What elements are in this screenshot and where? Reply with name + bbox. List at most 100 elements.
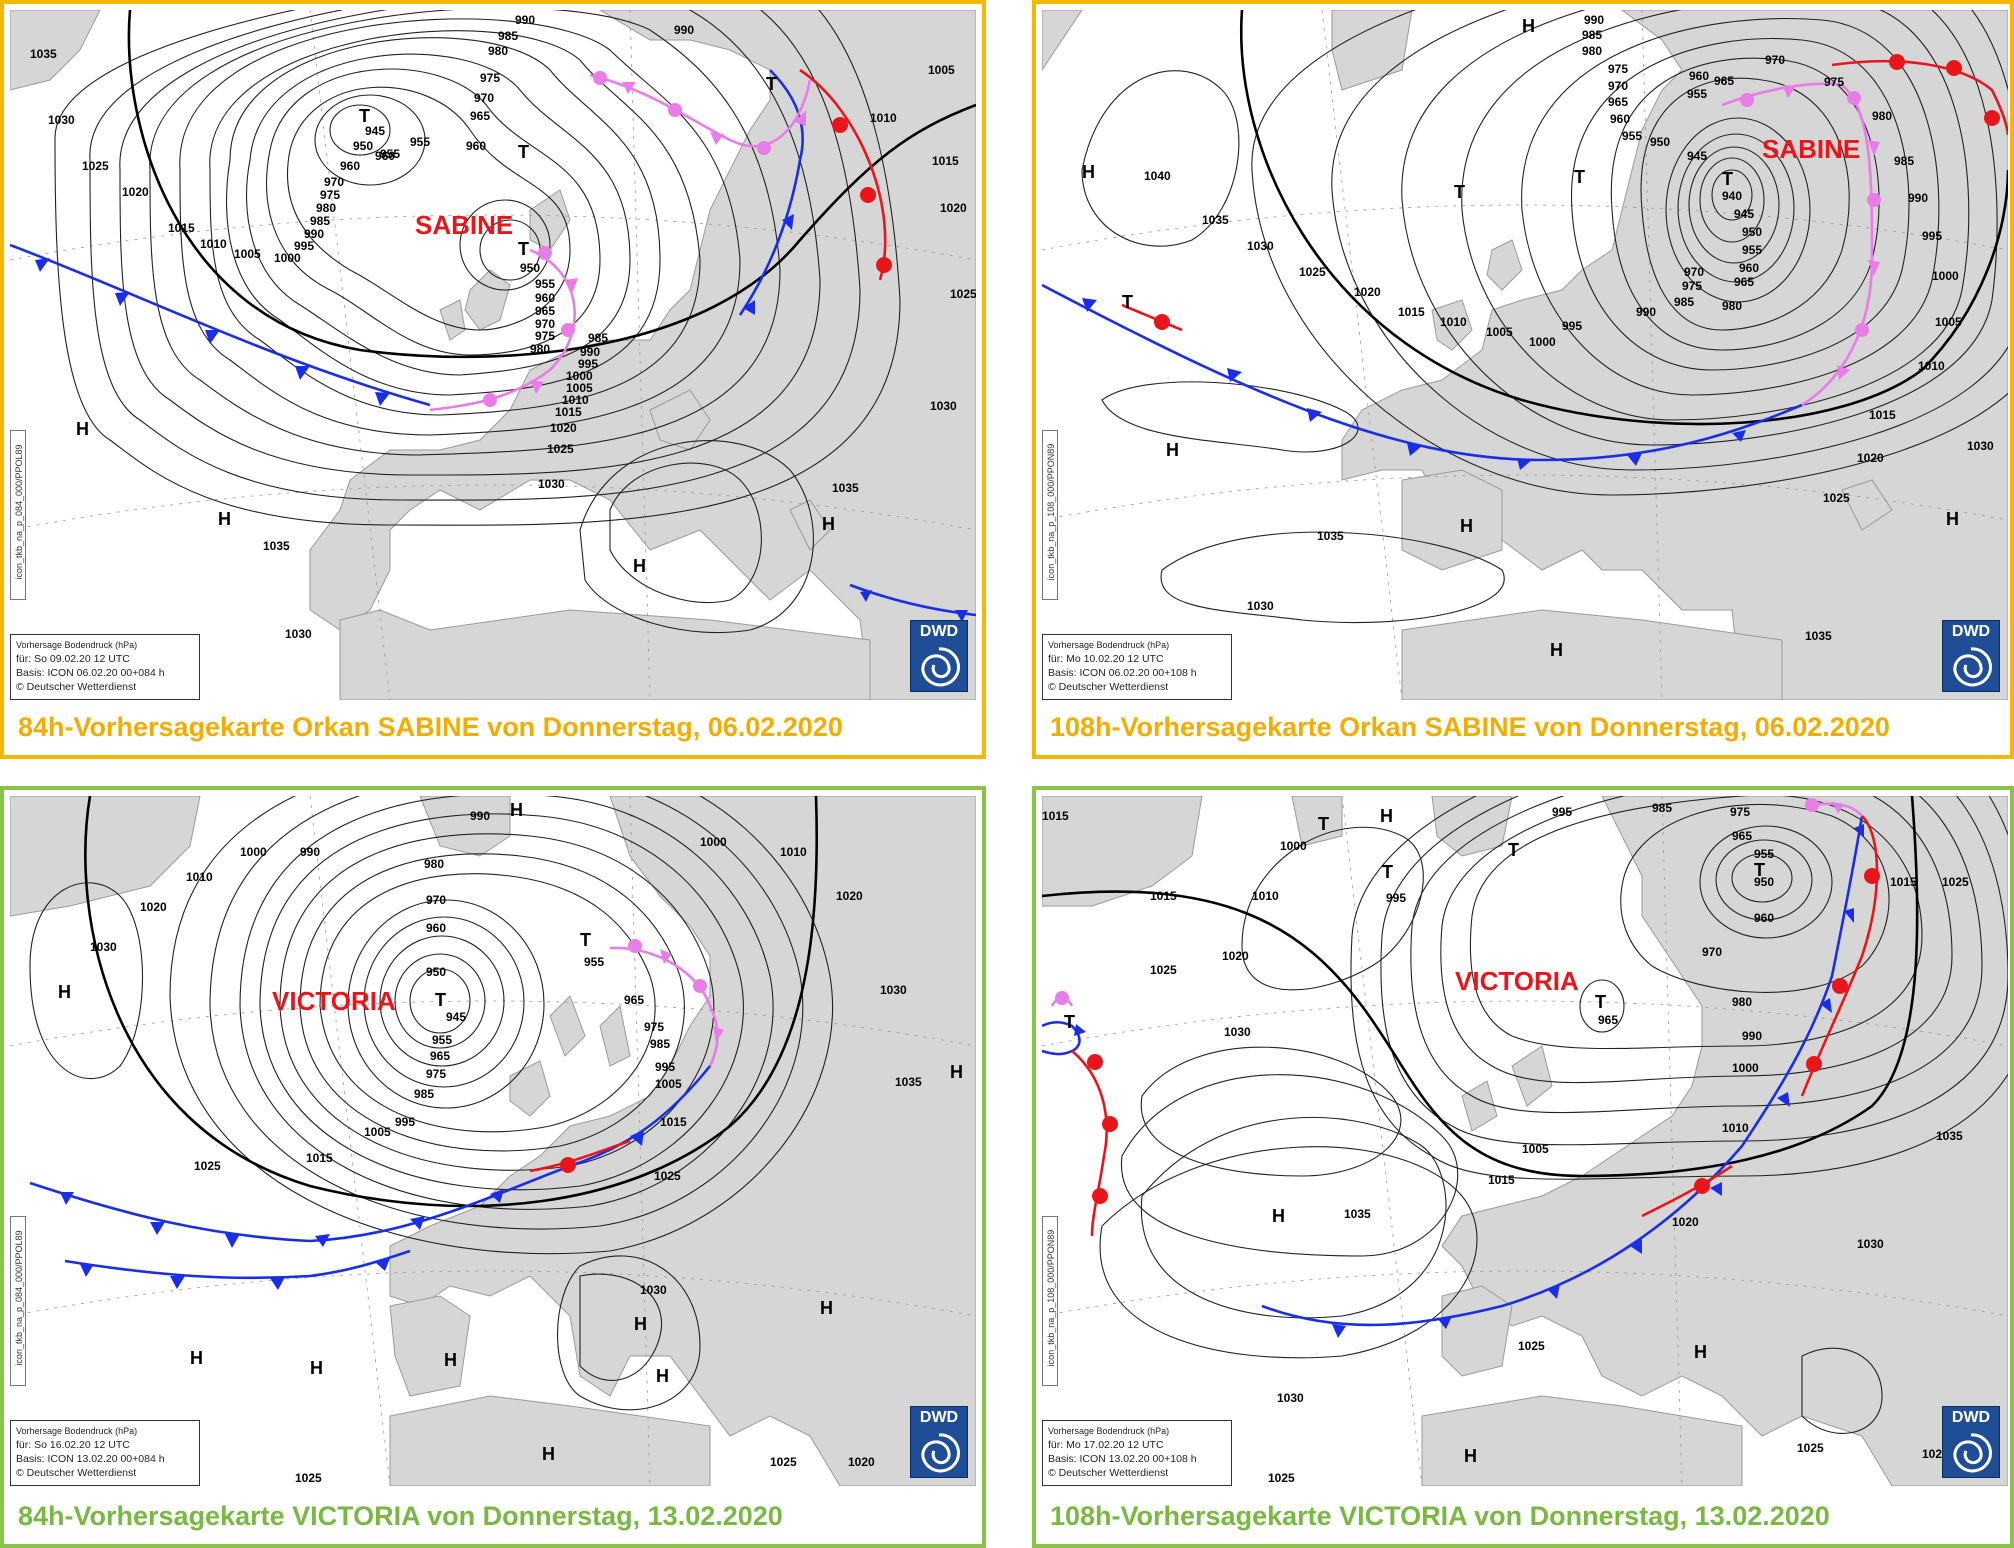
- svg-text:1035: 1035: [895, 1075, 922, 1089]
- svg-text:985: 985: [1652, 801, 1672, 815]
- svg-text:955: 955: [1622, 129, 1642, 143]
- svg-text:1025: 1025: [654, 1169, 681, 1183]
- occluded-symbols: [628, 939, 724, 1042]
- svg-text:970: 970: [1608, 79, 1628, 93]
- product-id-tag: icon_tkb_na_p_108_000/PPON89: [1042, 430, 1058, 600]
- svg-text:950: 950: [1650, 135, 1670, 149]
- svg-text:985: 985: [498, 29, 518, 43]
- storm-name: VICTORIA: [1455, 966, 1579, 996]
- isobar-1015-thick: [84, 796, 819, 1208]
- svg-text:955: 955: [432, 1033, 452, 1047]
- svg-text:1025: 1025: [547, 442, 574, 456]
- svg-text:995: 995: [1552, 805, 1572, 819]
- legend-copyright: © Deutscher Wetterdienst: [1048, 1467, 1169, 1479]
- product-id: icon_tkb_na_p_108_000/PPON89: [1046, 443, 1056, 581]
- svg-text:1020: 1020: [1857, 451, 1884, 465]
- svg-text:1030: 1030: [1857, 1237, 1884, 1251]
- svg-text:H: H: [1272, 1206, 1285, 1226]
- svg-text:975: 975: [1608, 62, 1628, 76]
- legend-basis: Basis: ICON 13.02.20 00+108 h: [1048, 1453, 1197, 1465]
- svg-text:1005: 1005: [1522, 1142, 1549, 1156]
- svg-text:1025: 1025: [1942, 875, 1969, 889]
- svg-text:1030: 1030: [640, 1283, 667, 1297]
- svg-text:940: 940: [1722, 189, 1742, 203]
- svg-text:H: H: [542, 1444, 555, 1464]
- svg-text:965: 965: [1732, 829, 1752, 843]
- svg-text:960: 960: [340, 159, 360, 173]
- svg-text:945: 945: [365, 124, 385, 138]
- warm-front: [1121, 59, 2008, 332]
- product-id: icon_tkb_na_p_084_000/PPOL89: [14, 1230, 24, 1366]
- svg-text:960: 960: [375, 149, 395, 163]
- svg-text:1030: 1030: [1967, 439, 1994, 453]
- legend-title: Vorhersage Bodendruck (hPa): [1048, 640, 1170, 650]
- svg-text:T: T: [1754, 860, 1765, 880]
- map-drawing: 950 955 965 960 975 970 980 990 1000 1010 965…: [1042, 796, 2008, 1486]
- svg-text:1015: 1015: [1890, 875, 1917, 889]
- dwd-logo: DWD: [910, 1406, 968, 1478]
- isobar-labels: 950 955 965 960 975 970 980 990 1000 1010 965…: [1042, 801, 1969, 1485]
- occluded-symbols: [1740, 85, 1881, 380]
- svg-text:980: 980: [530, 342, 550, 356]
- svg-text:H: H: [634, 1314, 647, 1334]
- isobars: [54, 10, 901, 634]
- svg-text:1000: 1000: [1280, 839, 1307, 853]
- svg-text:H: H: [1522, 16, 1535, 36]
- svg-text:960: 960: [466, 139, 486, 153]
- product-id-tag: icon_tkb_na_p_108_000/PPON89: [1042, 1216, 1058, 1386]
- graticule: [1042, 796, 2008, 1486]
- svg-text:990: 990: [1636, 305, 1656, 319]
- isobar-1015-thick: [127, 10, 976, 359]
- legend-valid-time: für: So 16.02.20 12 UTC: [16, 1439, 130, 1451]
- svg-text:H: H: [444, 1350, 457, 1370]
- svg-text:H: H: [633, 556, 646, 576]
- svg-text:1015: 1015: [1869, 408, 1896, 422]
- svg-text:T: T: [766, 74, 777, 94]
- panel-caption: 108h-Vorhersagekarte Orkan SABINE von Do…: [1050, 712, 1890, 742]
- svg-text:H: H: [1946, 509, 1959, 529]
- map-legend: Vorhersage Bodendruck (hPa) für: Mo 10.0…: [1042, 634, 1232, 700]
- warm-front: [529, 1139, 631, 1173]
- svg-text:960: 960: [1610, 112, 1630, 126]
- svg-text:995: 995: [1562, 319, 1582, 333]
- warm-front-bumps: [1154, 54, 2000, 330]
- svg-text:990: 990: [300, 845, 320, 859]
- svg-text:1025: 1025: [82, 159, 109, 173]
- svg-text:1010: 1010: [780, 845, 807, 859]
- pressure-map: 945 950 955 960 960 970 975 980 985 990 995 10…: [10, 10, 976, 700]
- occluded-symbols: [1055, 798, 1844, 1005]
- svg-text:970: 970: [535, 317, 555, 331]
- svg-text:950: 950: [426, 965, 446, 979]
- map-legend: Vorhersage Bodendruck (hPa) für: So 09.0…: [10, 634, 200, 700]
- svg-text:955: 955: [535, 277, 555, 291]
- panel-caption: 84h-Vorhersagekarte Orkan SABINE von Don…: [18, 712, 843, 742]
- svg-text:H: H: [822, 514, 835, 534]
- svg-text:1025: 1025: [770, 1455, 797, 1469]
- svg-text:T: T: [1574, 167, 1585, 187]
- svg-text:985: 985: [588, 331, 608, 345]
- graticule: [1042, 10, 2008, 700]
- product-id: icon_tkb_na_p_108_000/PPON89: [1046, 1229, 1056, 1367]
- forecast-panel-sabine-84h: 945 950 955 960 960 970 975 980 985 990 995 10…: [0, 0, 986, 759]
- isobars: [29, 796, 834, 1411]
- svg-text:T: T: [1382, 862, 1393, 882]
- svg-text:H: H: [820, 1298, 833, 1318]
- forecast-panel-sabine-108h: 940 945 950 955 960 965 970 975 980 985 990 99…: [1032, 0, 2014, 759]
- product-id: icon_tkb_na_p_084_000/PPOL89: [14, 444, 24, 580]
- svg-text:990: 990: [580, 345, 600, 359]
- svg-text:1015: 1015: [306, 1151, 333, 1165]
- svg-text:T: T: [1508, 840, 1519, 860]
- svg-text:1005: 1005: [655, 1077, 682, 1091]
- svg-text:1010: 1010: [186, 870, 213, 884]
- svg-text:1000: 1000: [274, 251, 301, 265]
- svg-text:T: T: [359, 106, 370, 126]
- warm-front: [1071, 815, 1879, 1237]
- svg-text:960: 960: [1739, 261, 1759, 275]
- svg-text:1025: 1025: [194, 1159, 221, 1173]
- svg-text:955: 955: [380, 147, 400, 161]
- product-id-tag: icon_tkb_na_p_084_000/PPOL89: [10, 430, 26, 600]
- svg-text:980: 980: [1722, 299, 1742, 313]
- svg-text:T: T: [580, 930, 591, 950]
